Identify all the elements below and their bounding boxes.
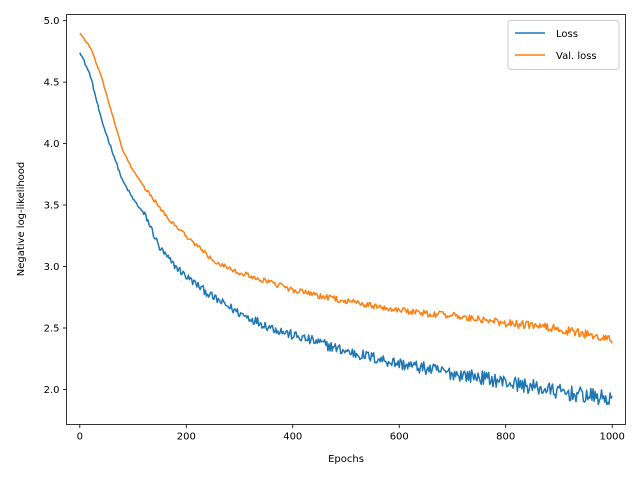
y-tick-label: 3.0 bbox=[44, 262, 60, 273]
y-axis: 2.0 2.5 3.0 3.5 4.0 4.5 5.0 bbox=[44, 16, 67, 396]
x-tick-label: 1000 bbox=[599, 432, 624, 443]
legend-box bbox=[507, 20, 620, 70]
x-tick-label: 800 bbox=[496, 432, 515, 443]
x-axis: 0 200 400 600 800 1000 bbox=[77, 424, 625, 443]
series-line-loss bbox=[79, 52, 613, 406]
y-tick-label: 4.5 bbox=[44, 78, 60, 89]
legend-label-loss: Loss bbox=[556, 29, 578, 40]
legend-label-val-loss: Val. loss bbox=[556, 51, 597, 62]
series-layer bbox=[79, 32, 613, 406]
x-axis-label: Epochs bbox=[328, 454, 364, 465]
x-tick-label: 0 bbox=[77, 432, 83, 443]
y-tick-label: 2.0 bbox=[44, 385, 60, 396]
plot-frame bbox=[66, 14, 626, 425]
y-tick-label: 4.0 bbox=[44, 139, 60, 150]
y-tick-label: 2.5 bbox=[44, 323, 60, 334]
series-line-val-loss bbox=[79, 32, 613, 344]
y-tick-label: 3.5 bbox=[44, 201, 60, 212]
y-axis-label: Negative log-likelihood bbox=[16, 162, 27, 277]
y-tick-label: 5.0 bbox=[44, 16, 60, 27]
x-tick-label: 200 bbox=[177, 432, 196, 443]
legend: Loss Val. loss bbox=[507, 20, 620, 70]
x-tick-label: 400 bbox=[283, 432, 302, 443]
x-tick-label: 600 bbox=[390, 432, 409, 443]
